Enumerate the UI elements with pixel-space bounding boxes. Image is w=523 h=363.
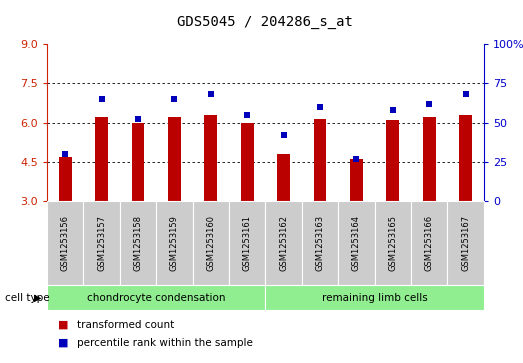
Text: GSM1253162: GSM1253162 — [279, 215, 288, 271]
Text: GSM1253163: GSM1253163 — [315, 215, 324, 271]
Text: remaining limb cells: remaining limb cells — [322, 293, 427, 303]
Bar — [84, 201, 120, 285]
Bar — [266, 285, 484, 310]
Bar — [132, 122, 144, 201]
Bar — [459, 115, 472, 201]
Text: ▶: ▶ — [35, 293, 42, 303]
Bar — [120, 201, 156, 285]
Text: GSM1253167: GSM1253167 — [461, 215, 470, 271]
Bar — [47, 285, 266, 310]
Text: ■: ■ — [58, 320, 68, 330]
Bar — [204, 115, 217, 201]
Text: GSM1253158: GSM1253158 — [133, 215, 143, 271]
Text: percentile rank within the sample: percentile rank within the sample — [77, 338, 253, 348]
Text: ■: ■ — [58, 338, 68, 348]
Bar — [59, 157, 72, 201]
Text: GSM1253157: GSM1253157 — [97, 215, 106, 271]
Bar — [277, 154, 290, 201]
Bar — [241, 122, 254, 201]
Bar — [386, 120, 399, 201]
Bar — [447, 201, 484, 285]
Bar — [192, 201, 229, 285]
Bar — [411, 201, 447, 285]
Bar — [314, 119, 326, 201]
Text: GDS5045 / 204286_s_at: GDS5045 / 204286_s_at — [177, 15, 354, 29]
Text: transformed count: transformed count — [77, 320, 175, 330]
Text: GSM1253164: GSM1253164 — [352, 215, 361, 271]
Text: chondrocyte condensation: chondrocyte condensation — [87, 293, 225, 303]
Bar — [156, 201, 192, 285]
Bar — [168, 117, 181, 201]
Text: GSM1253160: GSM1253160 — [207, 215, 215, 271]
Text: GSM1253159: GSM1253159 — [170, 215, 179, 271]
Bar — [338, 201, 374, 285]
Text: GSM1253156: GSM1253156 — [61, 215, 70, 271]
Bar — [350, 159, 363, 201]
Bar — [423, 117, 436, 201]
Text: GSM1253165: GSM1253165 — [388, 215, 397, 271]
Bar — [47, 201, 84, 285]
Text: cell type: cell type — [5, 293, 50, 303]
Bar — [229, 201, 266, 285]
Bar — [302, 201, 338, 285]
Bar — [95, 117, 108, 201]
Text: GSM1253166: GSM1253166 — [425, 215, 434, 271]
Bar — [374, 201, 411, 285]
Bar — [266, 201, 302, 285]
Text: GSM1253161: GSM1253161 — [243, 215, 252, 271]
